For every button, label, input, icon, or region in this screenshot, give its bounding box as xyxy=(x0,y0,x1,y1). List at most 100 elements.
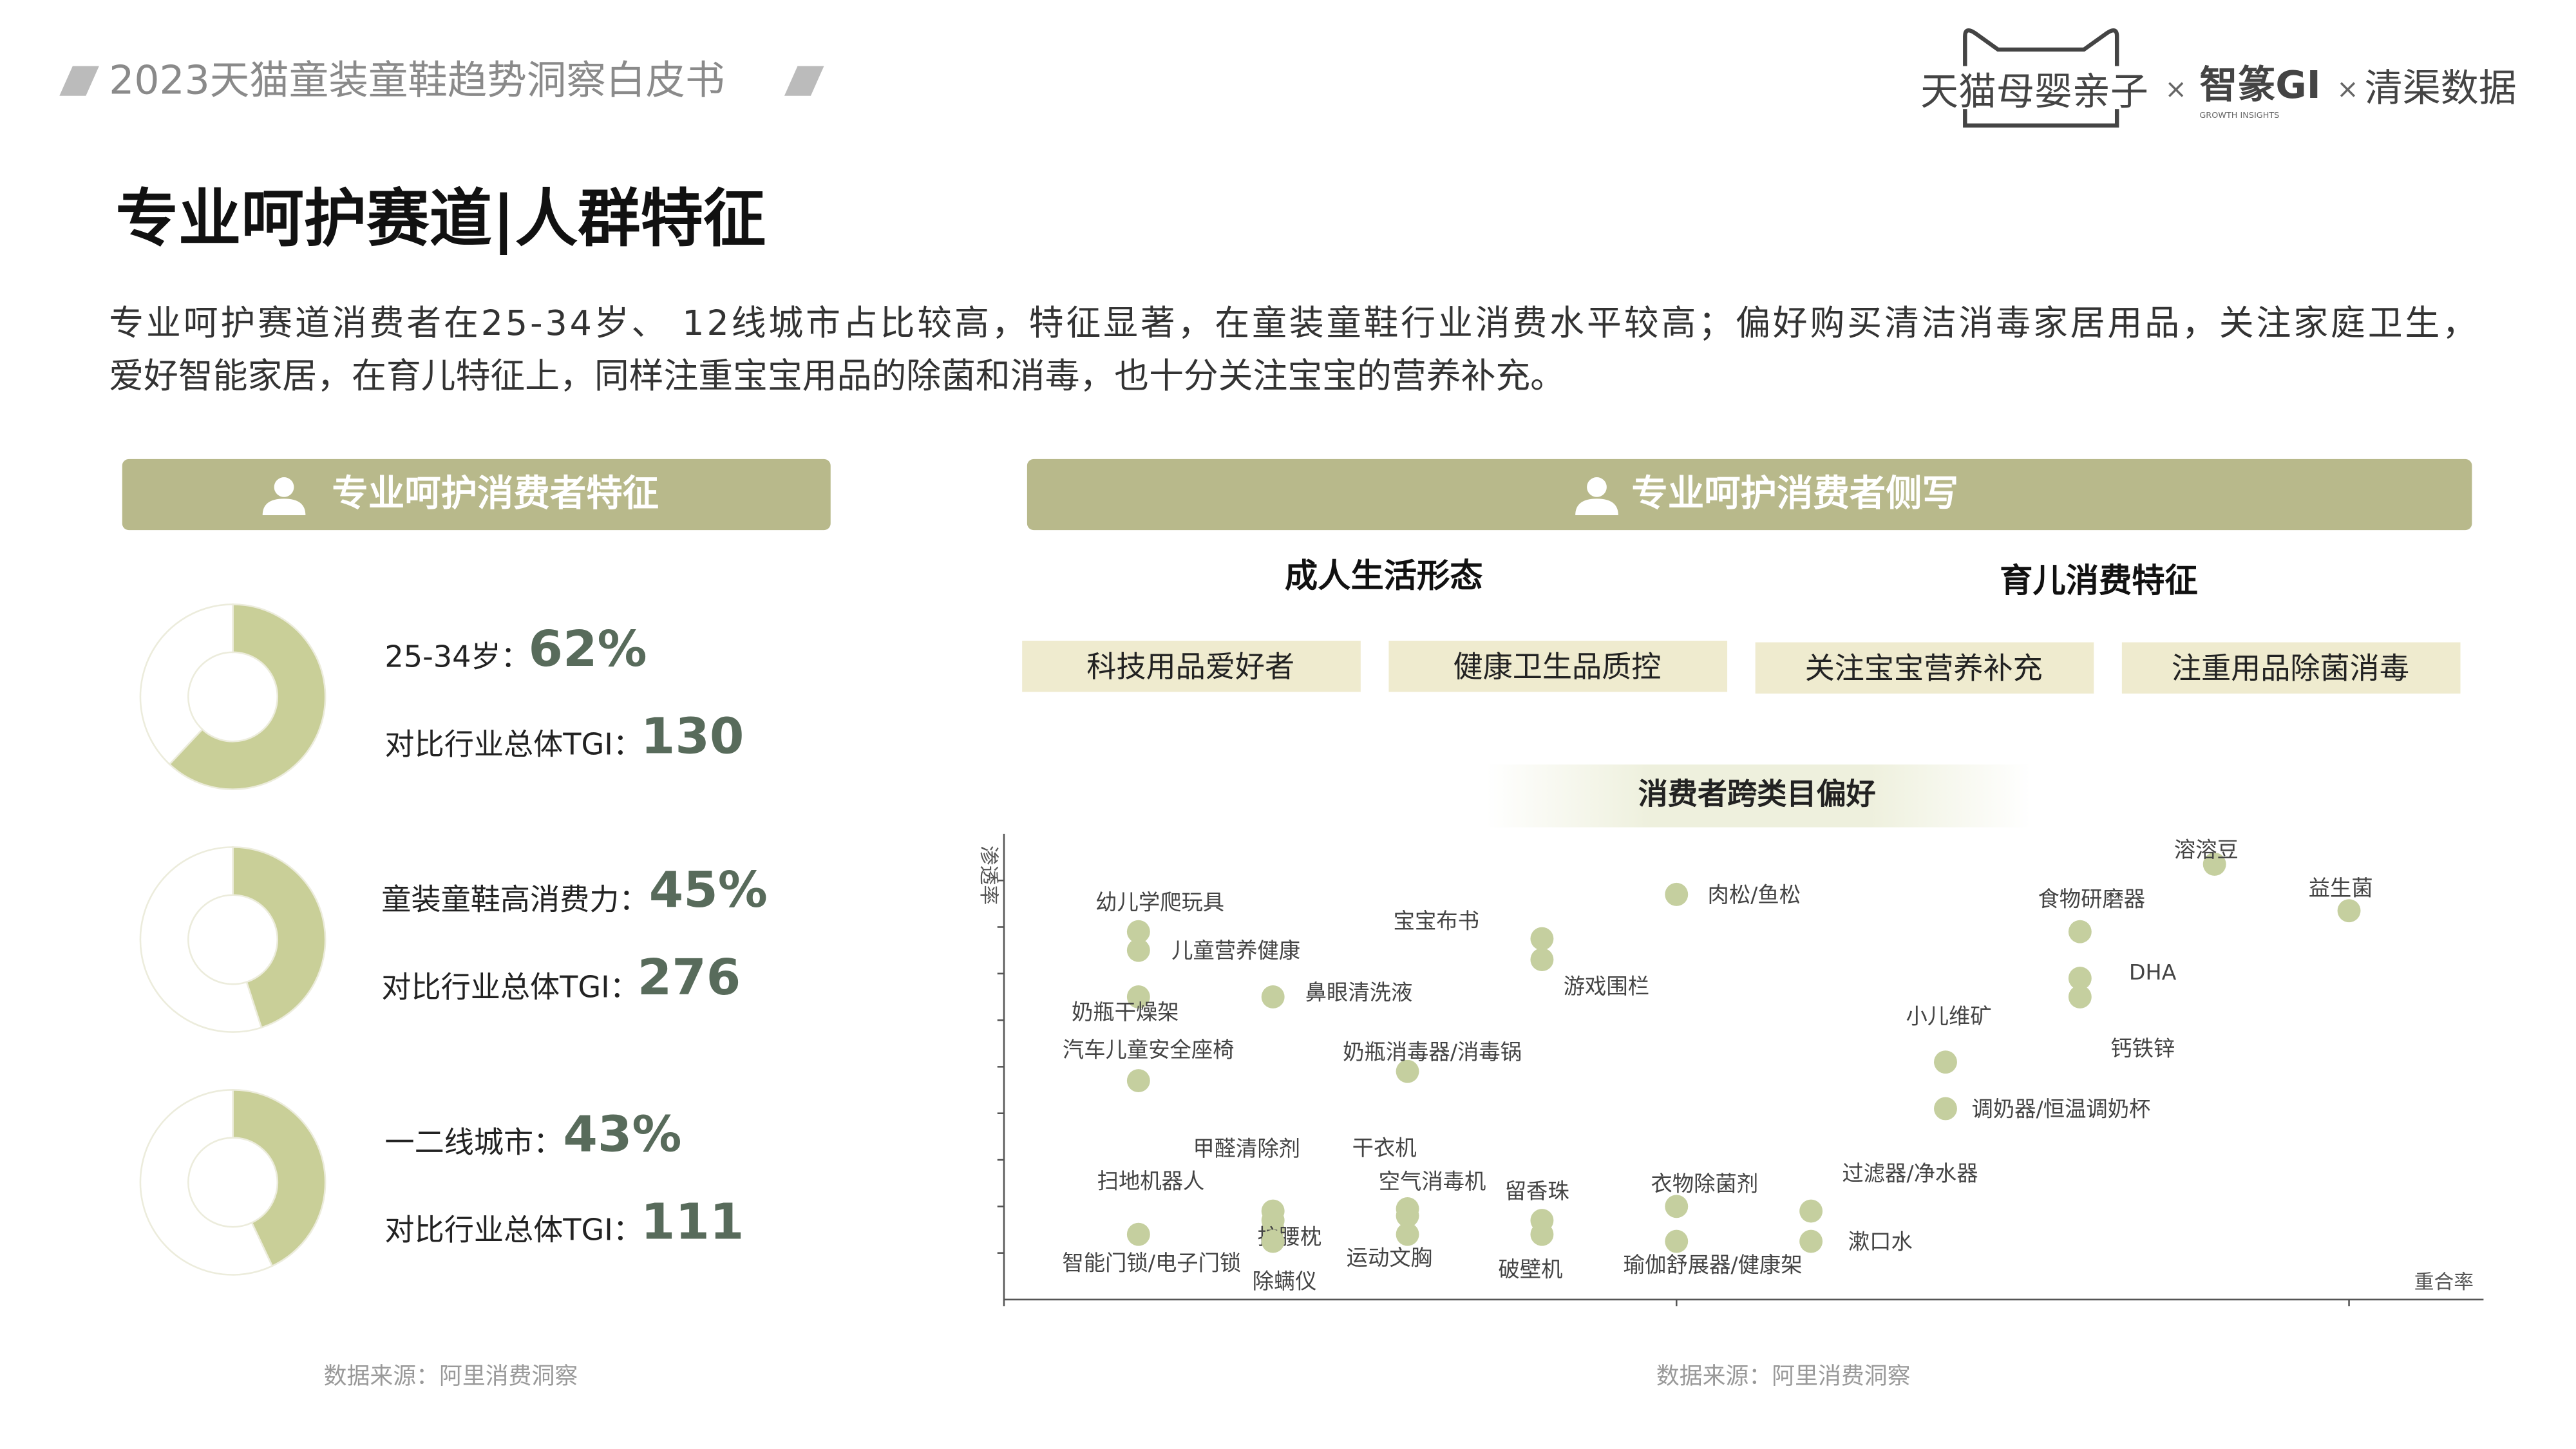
logo-sep: × xyxy=(2336,73,2358,104)
logo-sep: × xyxy=(2165,73,2187,104)
point-label: DHA xyxy=(2129,960,2177,985)
point-label: 破壁机 xyxy=(1498,1257,1562,1282)
point-label: 食物研磨器 xyxy=(2038,886,2145,911)
point-label: 肉松/鱼松 xyxy=(1708,882,1801,907)
panel-bar xyxy=(1027,459,2472,531)
point xyxy=(1665,882,1689,906)
source: 数据来源：阿里消费洞察 xyxy=(1656,1363,1911,1389)
point-label: 益生菌 xyxy=(2309,875,2373,900)
tgi-value: 130 xyxy=(641,708,744,766)
paragraph: 爱好智能家居，在育儿特征上，同样注重宝宝用品的除菌和消毒，也十分关注宝宝的营养补… xyxy=(109,355,1565,396)
point xyxy=(1665,1229,1689,1253)
point-label: 宝宝布书 xyxy=(1394,908,1479,933)
point xyxy=(2068,985,2092,1009)
donut-segment xyxy=(139,603,234,766)
point-label: 衣物除菌剂 xyxy=(1651,1171,1759,1196)
point xyxy=(1126,1222,1150,1246)
donut-segment xyxy=(139,846,263,1033)
point xyxy=(1396,1222,1419,1246)
point-label: 调奶器/恒温调奶杯 xyxy=(1972,1097,2151,1122)
tgi-label: 对比行业总体TGI： xyxy=(381,969,639,1004)
logo-text: 清渠数据 xyxy=(2365,66,2517,110)
logo-outline xyxy=(1963,28,2119,128)
group-title: 育儿消费特征 xyxy=(2000,562,2198,600)
metric-label: 一二线城市： xyxy=(384,1124,563,1159)
point xyxy=(1799,1229,1823,1253)
point-label: 除螨仪 xyxy=(1253,1269,1317,1294)
donut-segment xyxy=(168,603,327,790)
logo-text: 智篆GI xyxy=(2199,62,2320,107)
point xyxy=(2068,920,2092,943)
point-label: 游戏围栏 xyxy=(1564,974,1649,999)
point xyxy=(1934,1097,1957,1121)
point xyxy=(1530,927,1554,951)
metric-value: 62% xyxy=(529,621,647,678)
point-label: 智能门锁/电子门锁 xyxy=(1062,1250,1241,1275)
point-label: 溶溶豆 xyxy=(2174,837,2239,862)
slash xyxy=(784,66,824,96)
panel-title: 专业呵护消费者侧写 xyxy=(1631,473,1958,515)
point-label: 鼻眼清洗液 xyxy=(1305,980,1413,1005)
chart-title-bg xyxy=(1486,764,2031,828)
point-label: 干衣机 xyxy=(1352,1135,1417,1160)
point xyxy=(2202,852,2226,876)
tgi-label: 对比行业总体TGI： xyxy=(384,1212,643,1247)
slash xyxy=(59,66,99,96)
point-label: 瑜伽舒展器/健康架 xyxy=(1624,1253,1803,1278)
point-label: 过滤器/净水器 xyxy=(1842,1161,1978,1186)
point xyxy=(1126,1069,1150,1093)
point-label: 漱口水 xyxy=(1848,1229,1913,1255)
donut-segment xyxy=(139,1089,274,1276)
point-label: 幼儿学爬玩具 xyxy=(1095,890,1224,915)
tag: 关注宝宝营养补充 xyxy=(1805,651,2043,686)
chart-title: 消费者跨类目偏好 xyxy=(1638,776,1876,811)
source: 数据来源：阿里消费洞察 xyxy=(324,1363,578,1389)
point xyxy=(1126,938,1150,962)
point-label: 空气消毒机 xyxy=(1379,1169,1486,1194)
point xyxy=(1126,920,1150,943)
person-icon xyxy=(1575,477,1618,515)
point-label: 运动文胸 xyxy=(1347,1245,1432,1271)
x-axis-label: 重合率 xyxy=(2414,1271,2474,1294)
donut-segment xyxy=(232,1089,327,1267)
point-label: 留香珠 xyxy=(1505,1179,1569,1204)
tag-box xyxy=(2121,642,2461,694)
point xyxy=(1530,1222,1554,1246)
point xyxy=(1261,985,1285,1009)
tag-box xyxy=(1388,640,1728,692)
tgi-value: 276 xyxy=(638,949,741,1007)
tag-box xyxy=(1755,642,2094,694)
point-label: 汽车儿童安全座椅 xyxy=(1063,1037,1235,1062)
point xyxy=(1396,1204,1419,1227)
panel-title: 专业呵护消费者特征 xyxy=(332,473,659,515)
y-axis-label: 渗透率 xyxy=(977,846,1000,905)
point xyxy=(2337,899,2361,923)
point xyxy=(1261,1229,1285,1253)
point xyxy=(1396,1059,1419,1083)
tgi-label: 对比行业总体TGI： xyxy=(384,726,643,761)
report-title: 2023天猫童装童鞋趋势洞察白皮书 xyxy=(109,57,724,103)
point-label: 儿童营养健康 xyxy=(1171,938,1300,963)
point-label: 甲醛清除剂 xyxy=(1193,1136,1300,1161)
tag: 健康卫生品质控 xyxy=(1453,649,1661,684)
point-label: 奶瓶干燥架 xyxy=(1072,999,1179,1025)
tgi-value: 111 xyxy=(641,1194,744,1251)
tag: 科技用品爱好者 xyxy=(1086,649,1294,684)
donut-segment xyxy=(232,846,327,1029)
heading: 专业呵护赛道|人群特征 xyxy=(115,182,766,256)
point-label: 小儿维矿 xyxy=(1906,1003,1991,1028)
logo-text: 天猫母婴亲子 xyxy=(1920,69,2148,113)
point xyxy=(1665,1195,1689,1218)
tag-box xyxy=(1022,640,1361,692)
paragraph: 专业呵护赛道消费者在25-34岁、 12线城市占比较高，特征显著，在童装童鞋行业… xyxy=(109,303,2477,343)
point-label: 钙铁锌 xyxy=(2110,1036,2175,1061)
point xyxy=(2068,967,2092,990)
metric-value: 45% xyxy=(649,862,768,919)
person-icon xyxy=(262,477,306,515)
logo-sub: GROWTH INSIGHTS xyxy=(2199,111,2279,120)
metric-label: 25-34岁： xyxy=(384,639,530,674)
point xyxy=(1934,1050,1957,1074)
tag: 注重用品除菌消毒 xyxy=(2172,651,2409,686)
